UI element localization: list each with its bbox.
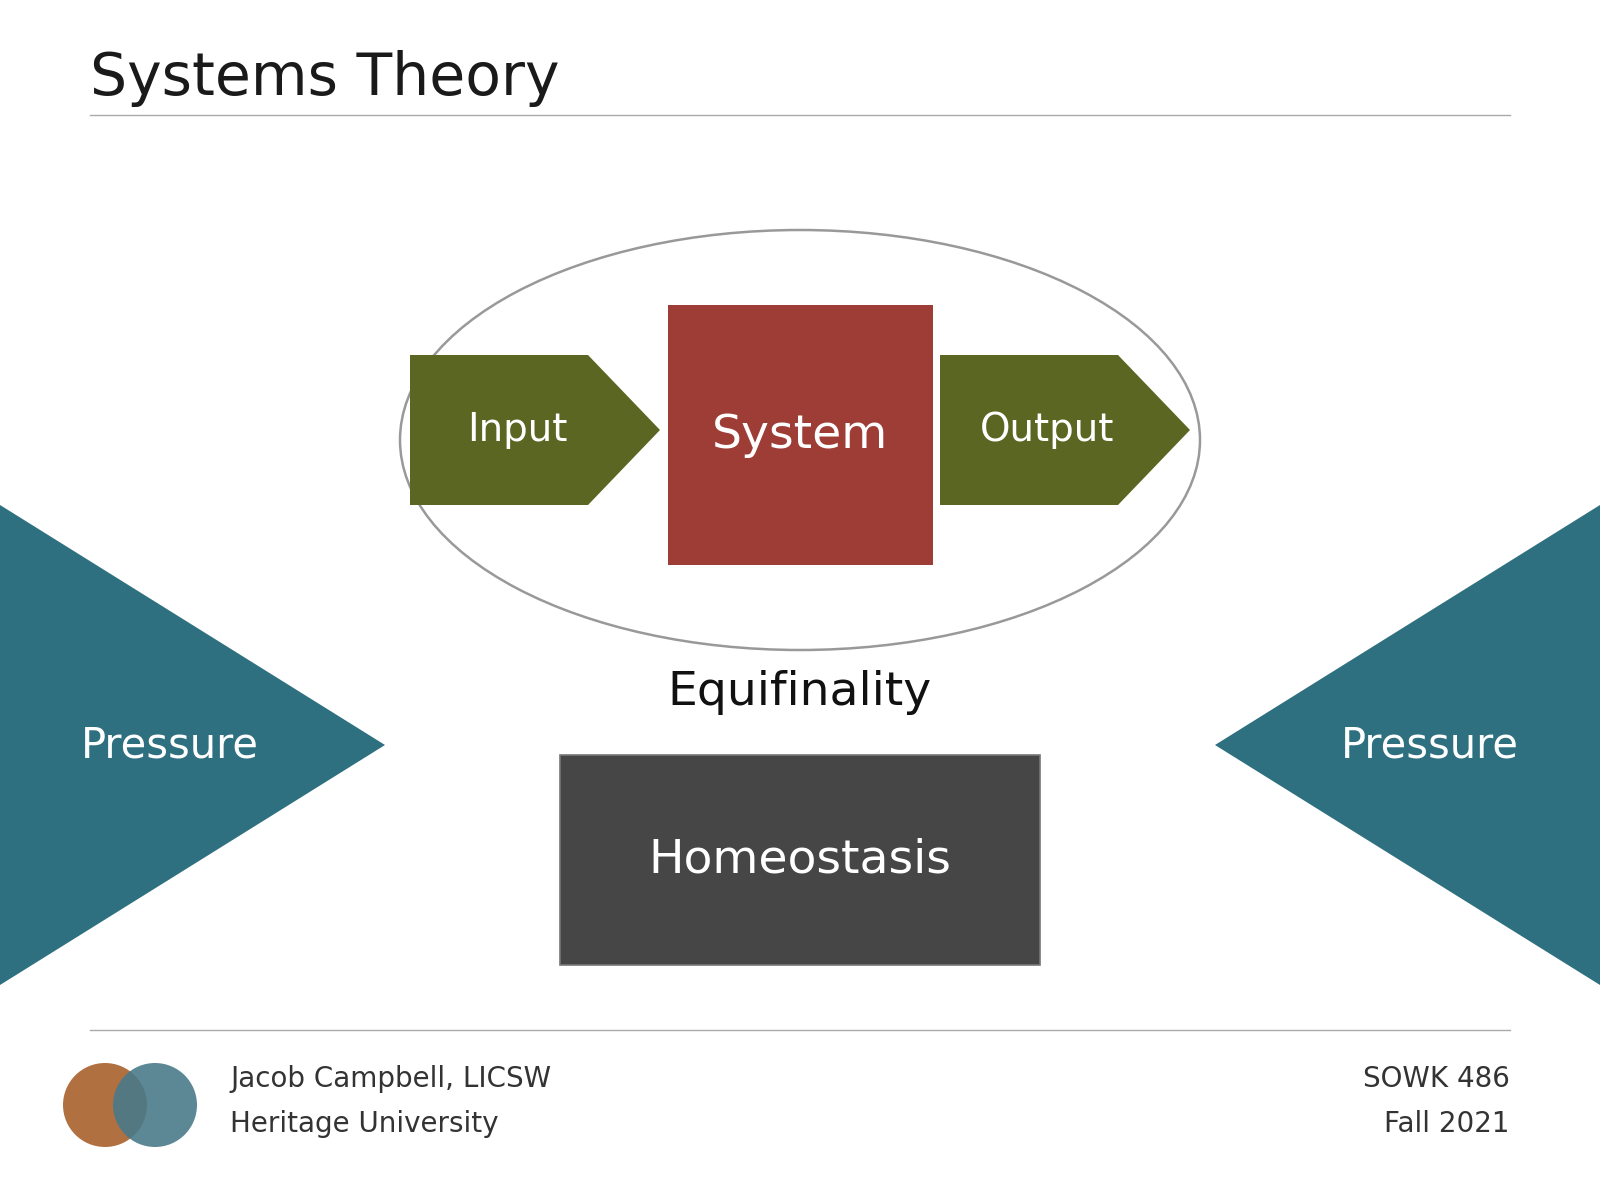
Text: Pressure: Pressure bbox=[82, 724, 259, 766]
Text: Fall 2021: Fall 2021 bbox=[1384, 1110, 1510, 1138]
Text: Equifinality: Equifinality bbox=[667, 670, 933, 715]
Text: Input: Input bbox=[467, 410, 566, 449]
Polygon shape bbox=[0, 505, 386, 985]
Circle shape bbox=[114, 1063, 197, 1147]
Polygon shape bbox=[941, 355, 1190, 505]
Text: Jacob Campbell, LICSW: Jacob Campbell, LICSW bbox=[230, 1066, 550, 1093]
Text: Heritage University: Heritage University bbox=[230, 1110, 499, 1138]
Text: Homeostasis: Homeostasis bbox=[648, 838, 952, 882]
Bar bbox=[560, 755, 1040, 965]
Polygon shape bbox=[1214, 505, 1600, 985]
Bar bbox=[667, 305, 933, 565]
Text: Systems Theory: Systems Theory bbox=[90, 50, 560, 107]
Text: System: System bbox=[712, 413, 888, 457]
Text: Output: Output bbox=[979, 410, 1114, 449]
Text: Pressure: Pressure bbox=[1341, 724, 1518, 766]
Polygon shape bbox=[410, 355, 661, 505]
Text: SOWK 486: SOWK 486 bbox=[1363, 1066, 1510, 1093]
Circle shape bbox=[62, 1063, 147, 1147]
